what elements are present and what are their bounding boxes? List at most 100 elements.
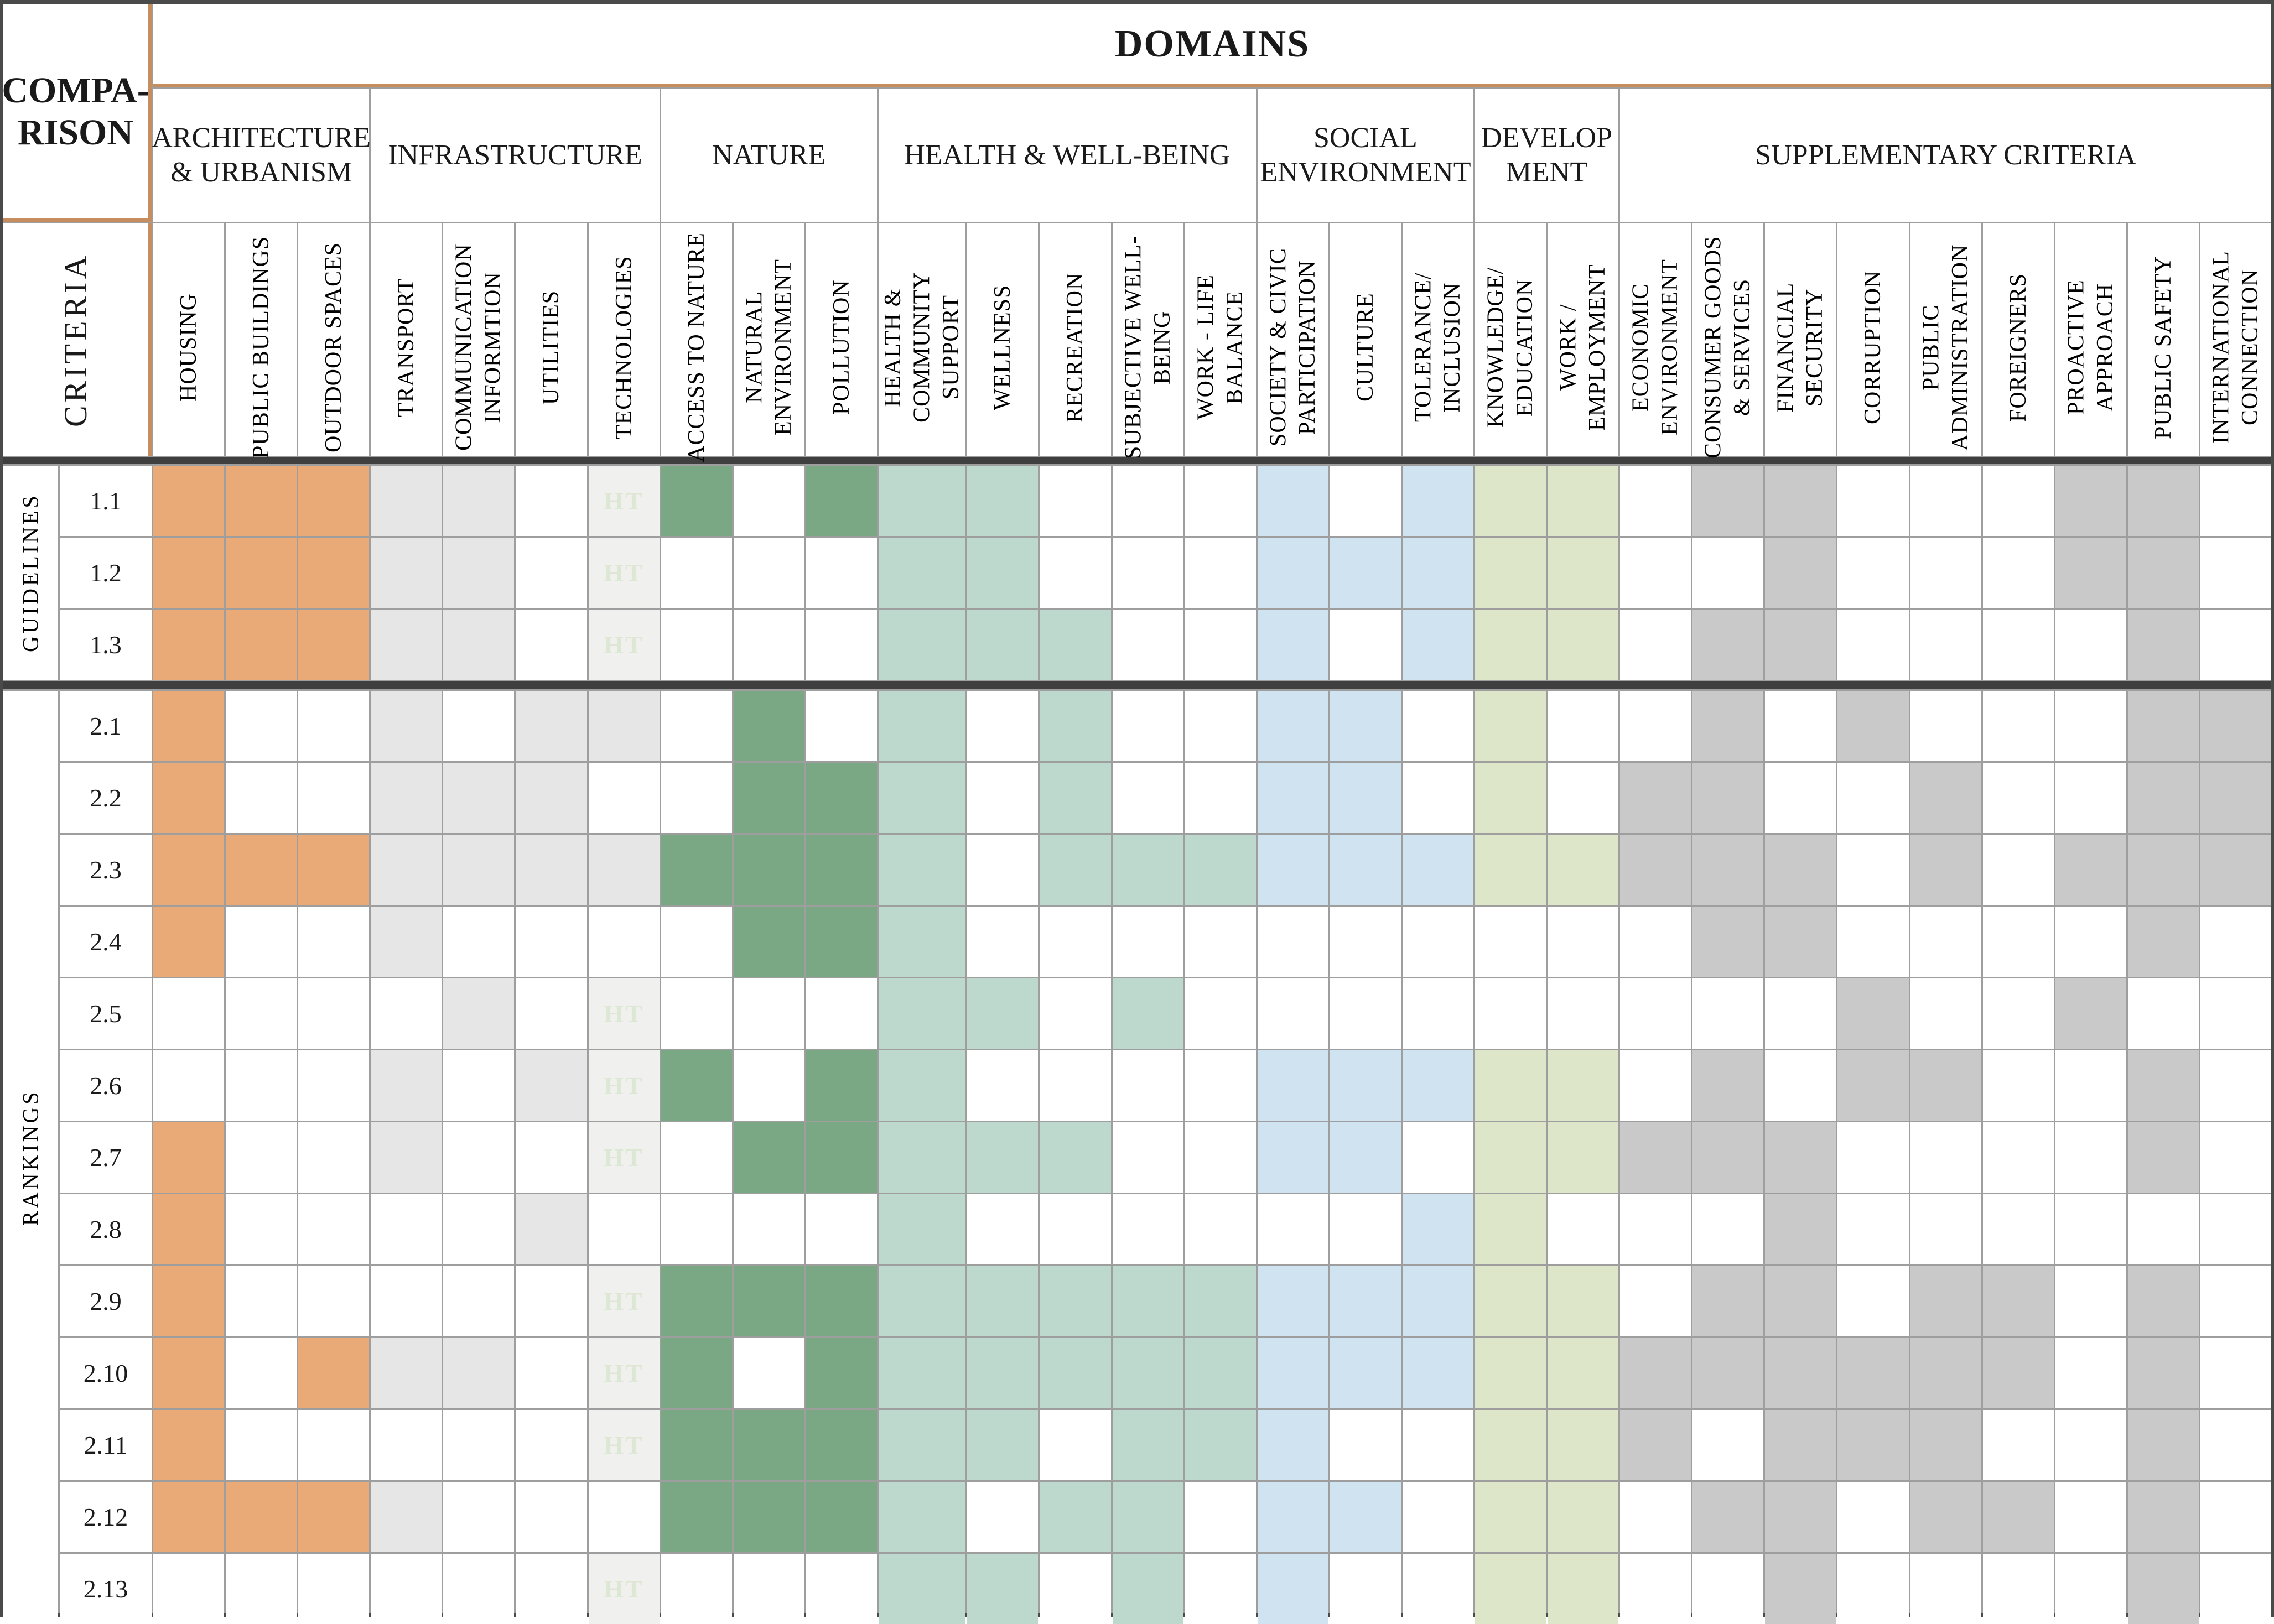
matrix-cell: HT xyxy=(588,1338,660,1408)
matrix-cell xyxy=(1982,763,2054,833)
domain-group-header: ARCHITECTURE & URBANISM xyxy=(152,89,371,222)
matrix-cell xyxy=(806,1410,877,1480)
row-number: 2.8 xyxy=(60,1194,152,1264)
matrix-cell xyxy=(1257,1338,1328,1408)
matrix-cell xyxy=(2127,1266,2199,1336)
matrix-cell xyxy=(1765,1410,1836,1480)
matrix-cell xyxy=(1402,907,1474,977)
matrix-cell xyxy=(1910,1482,1981,1552)
matrix-cell xyxy=(806,763,877,833)
matrix-cell xyxy=(1765,691,1836,761)
matrix-cell xyxy=(516,1410,587,1480)
matrix-cell xyxy=(226,538,297,608)
matrix-cell xyxy=(516,1194,587,1264)
matrix-cell xyxy=(2055,1122,2126,1193)
matrix-cell xyxy=(2055,1050,2126,1121)
row-number: 1.2 xyxy=(60,538,152,608)
matrix-cell xyxy=(1548,1338,1619,1408)
matrix-cell xyxy=(1040,1050,1111,1121)
matrix-cell xyxy=(878,1410,966,1480)
matrix-cell xyxy=(371,763,442,833)
matrix-cell xyxy=(1040,1482,1111,1552)
matrix-cell xyxy=(2200,907,2271,977)
matrix-cell xyxy=(1257,835,1328,905)
matrix-cell xyxy=(516,610,587,680)
domains-header: DOMAINS xyxy=(153,4,2271,87)
domain-group-header: SUPPLEMENTARY CRITERIA xyxy=(1620,89,2271,222)
matrix-cell xyxy=(1257,1482,1328,1552)
matrix-cell xyxy=(1040,1338,1111,1408)
matrix-cell xyxy=(226,1410,297,1480)
matrix-cell xyxy=(1330,907,1401,977)
matrix-cell xyxy=(371,691,442,761)
matrix-cell xyxy=(733,538,804,608)
domain-group-header: INFRASTRUCTURE xyxy=(371,89,660,222)
matrix-cell xyxy=(298,1410,370,1480)
column-header: KNOWLEDGE/ EDUCATION xyxy=(1475,223,1546,456)
matrix-cell xyxy=(1257,1194,1328,1264)
matrix-cell xyxy=(516,691,587,761)
matrix-cell xyxy=(1185,1050,1256,1121)
matrix-cell xyxy=(298,907,370,977)
row-number: 2.1 xyxy=(60,691,152,761)
column-header-label: SUBJECTIVE WELL-BEING xyxy=(1120,236,1175,459)
matrix-cell xyxy=(1837,1050,1909,1121)
header-data-divider xyxy=(3,457,2271,464)
matrix-cell xyxy=(1765,907,1836,977)
matrix-cell xyxy=(516,907,587,977)
matrix-cell xyxy=(1620,1194,1691,1264)
column-header-label: TECHNOLOGIES xyxy=(611,256,637,439)
matrix-cell xyxy=(298,835,370,905)
matrix-cell xyxy=(298,763,370,833)
row-number: 2.2 xyxy=(60,763,152,833)
matrix-cell xyxy=(1692,1266,1764,1336)
matrix-cell xyxy=(1910,1050,1981,1121)
column-header-label: HOUSING xyxy=(175,293,201,402)
matrix-cell xyxy=(661,1482,732,1552)
matrix-cell xyxy=(1185,1410,1256,1480)
row-number: 2.7 xyxy=(60,1122,152,1193)
matrix-cell xyxy=(2127,691,2199,761)
matrix-cell xyxy=(733,1266,804,1336)
guidelines-rankings-divider xyxy=(3,681,2271,689)
ht-watermark: HT xyxy=(604,1000,644,1028)
matrix-cell xyxy=(733,466,804,536)
comparison-label-line1: COMPA- xyxy=(2,70,149,111)
matrix-cell xyxy=(298,610,370,680)
matrix-cell xyxy=(516,1338,587,1408)
matrix-cell xyxy=(878,466,966,536)
matrix-cell xyxy=(2200,691,2271,761)
matrix-cell xyxy=(1910,1410,1981,1480)
matrix-cell xyxy=(1692,1122,1764,1193)
matrix-cell xyxy=(1257,763,1328,833)
matrix-cell xyxy=(1330,1482,1401,1552)
matrix-cell xyxy=(1910,610,1981,680)
matrix-cell xyxy=(2127,610,2199,680)
column-header-label: CORRUPTION xyxy=(1860,270,1886,425)
matrix-cell xyxy=(806,1554,877,1624)
matrix-cell xyxy=(1402,538,1474,608)
matrix-cell xyxy=(1910,1194,1981,1264)
matrix-cell xyxy=(2200,1122,2271,1193)
matrix-cell xyxy=(1910,1338,1981,1408)
matrix-cell xyxy=(1548,763,1619,833)
matrix-cell xyxy=(1910,466,1981,536)
column-header-label: FINANCIAL SECURITY xyxy=(1773,282,1828,413)
matrix-cell xyxy=(1548,1554,1619,1624)
matrix-cell xyxy=(516,466,587,536)
ht-watermark: HT xyxy=(604,1359,644,1387)
matrix-cell xyxy=(1692,835,1764,905)
matrix-cell xyxy=(1692,1194,1764,1264)
matrix-cell xyxy=(1765,835,1836,905)
matrix-cell xyxy=(588,763,660,833)
column-header: HEALTH & COMMUNITY SUPPORT xyxy=(878,223,966,456)
row-number: 2.4 xyxy=(60,907,152,977)
matrix-cell xyxy=(153,466,225,536)
ht-watermark: HT xyxy=(604,487,644,515)
matrix-cell xyxy=(967,1194,1039,1264)
matrix-cell xyxy=(878,1266,966,1336)
matrix-cell xyxy=(733,1050,804,1121)
matrix-cell xyxy=(661,1194,732,1264)
matrix-cell xyxy=(1982,907,2054,977)
matrix-cell xyxy=(516,1266,587,1336)
